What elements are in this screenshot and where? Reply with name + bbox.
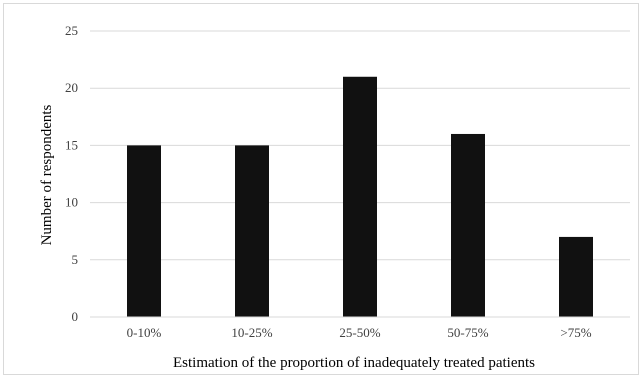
x-axis-title: Estimation of the proportion of inadequa… (173, 355, 535, 371)
bar->75% (559, 236, 593, 317)
y-tick-label: 10 (65, 195, 78, 210)
y-tick-label: 5 (72, 252, 79, 267)
x-tick-label: 25-50% (339, 325, 380, 340)
bar-10-25% (235, 145, 269, 317)
x-tick-label: 10-25% (231, 325, 272, 340)
bar-25-50% (343, 76, 377, 317)
bar-50-75% (451, 133, 485, 317)
x-tick-labels: 0-10% 10-25% 25-50% 50-75% >75% (127, 325, 592, 340)
chart-frame (3, 3, 639, 375)
x-tick-label: 50-75% (447, 325, 488, 340)
x-tick-label: >75% (560, 325, 591, 340)
y-tick-label: 0 (72, 309, 79, 324)
bar-0-10% (127, 145, 161, 317)
bars (127, 76, 593, 317)
y-tick-label: 20 (65, 80, 78, 95)
x-tick-label: 0-10% (127, 325, 162, 340)
y-axis-title: Number of respondents (39, 104, 55, 245)
y-tick-label: 15 (65, 137, 78, 152)
y-tick-labels: 0 5 10 15 20 25 (65, 23, 78, 324)
y-tick-label: 25 (65, 23, 78, 38)
